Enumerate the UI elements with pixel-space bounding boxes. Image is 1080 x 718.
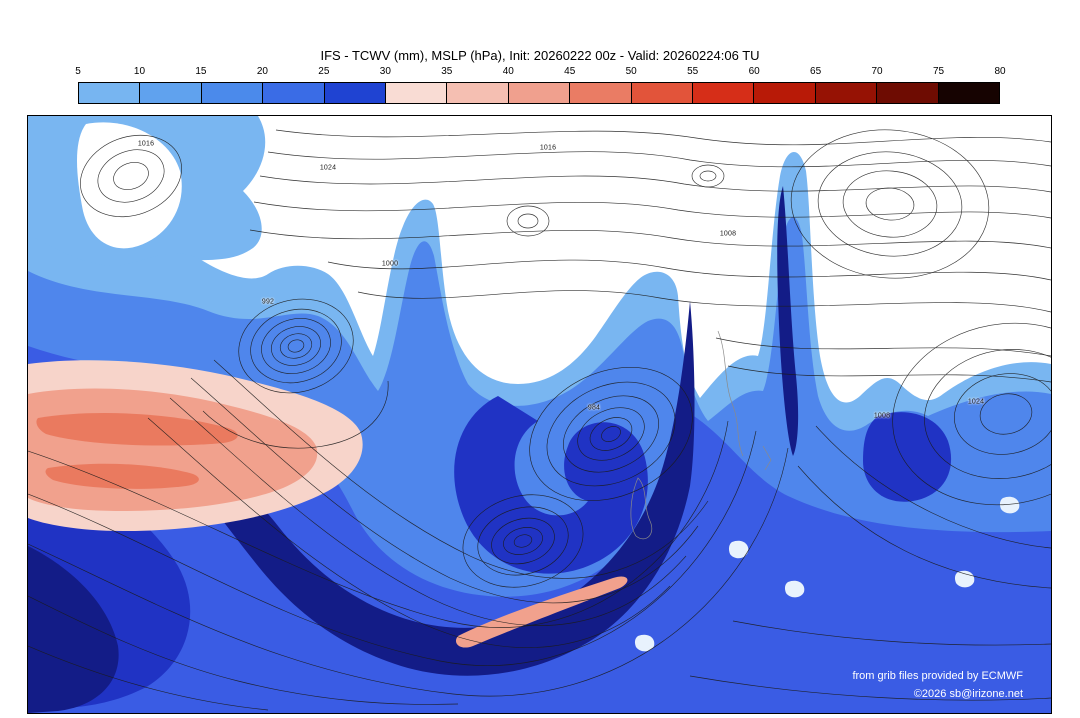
colorbar-segment xyxy=(447,83,509,103)
coastline-layer xyxy=(630,330,772,540)
colorbar-segment xyxy=(938,83,1000,103)
colorbar-segment xyxy=(570,83,632,103)
colorbar-segment xyxy=(693,83,755,103)
colorbar-tick: 25 xyxy=(318,66,330,77)
colorbar-tick: 65 xyxy=(810,66,822,77)
colorbar-segment xyxy=(201,83,264,103)
map-panel: 1016 1024 1016 1008 1000 992 984 1008 1024 from … xyxy=(27,115,1052,714)
colorbar-tick: 50 xyxy=(625,66,637,77)
tcwv-colorbar: 5 10 15 20 25 30 35 40 45 50 55 60 65 70 75 80 xyxy=(75,66,1006,104)
colorbar-segment xyxy=(324,83,387,103)
chart-title: IFS - TCWV (mm), MSLP (hPa), Init: 20260… xyxy=(320,48,760,63)
colorbar-tick: 5 xyxy=(75,66,81,77)
colorbar-segment xyxy=(263,83,325,103)
colorbar-tick: 60 xyxy=(748,66,760,77)
attribution-line-2: ©2026 sb@irizone.net xyxy=(913,688,1023,700)
colorbar-segment xyxy=(79,83,141,103)
colorbar-tick: 45 xyxy=(564,66,576,77)
colorbar-segment xyxy=(508,83,571,103)
colorbar-tick-row: 5 10 15 20 25 30 35 40 45 50 55 60 65 70 75 80 xyxy=(75,66,1005,82)
colorbar-tick: 75 xyxy=(932,66,945,77)
colorbar-segment xyxy=(140,83,202,103)
colorbar-segment xyxy=(815,83,878,103)
colorbar-tick: 30 xyxy=(379,66,391,77)
colorbar-tick: 55 xyxy=(687,66,699,77)
colorbar-tick: 20 xyxy=(256,66,268,77)
attribution-line-1: from grib files provided by ECMWF xyxy=(852,670,1023,682)
colorbar-tick: 15 xyxy=(195,66,207,77)
colorbar-segment xyxy=(631,83,694,103)
colorbar-segment xyxy=(754,83,816,103)
colorbar-tick: 10 xyxy=(133,66,146,77)
tcwv-shading-layer xyxy=(28,116,1051,713)
weather-map-svg xyxy=(28,116,1051,713)
colorbar-tick: 35 xyxy=(441,66,453,77)
colorbar-segment xyxy=(877,83,939,103)
colorbar-segment xyxy=(386,83,448,103)
colorbar-tick: 40 xyxy=(502,66,514,77)
colorbar-tick: 70 xyxy=(871,66,883,77)
colorbar-segment-row xyxy=(78,82,1000,104)
mslp-contour-layer xyxy=(28,129,1051,711)
colorbar-tick: 80 xyxy=(994,66,1006,77)
